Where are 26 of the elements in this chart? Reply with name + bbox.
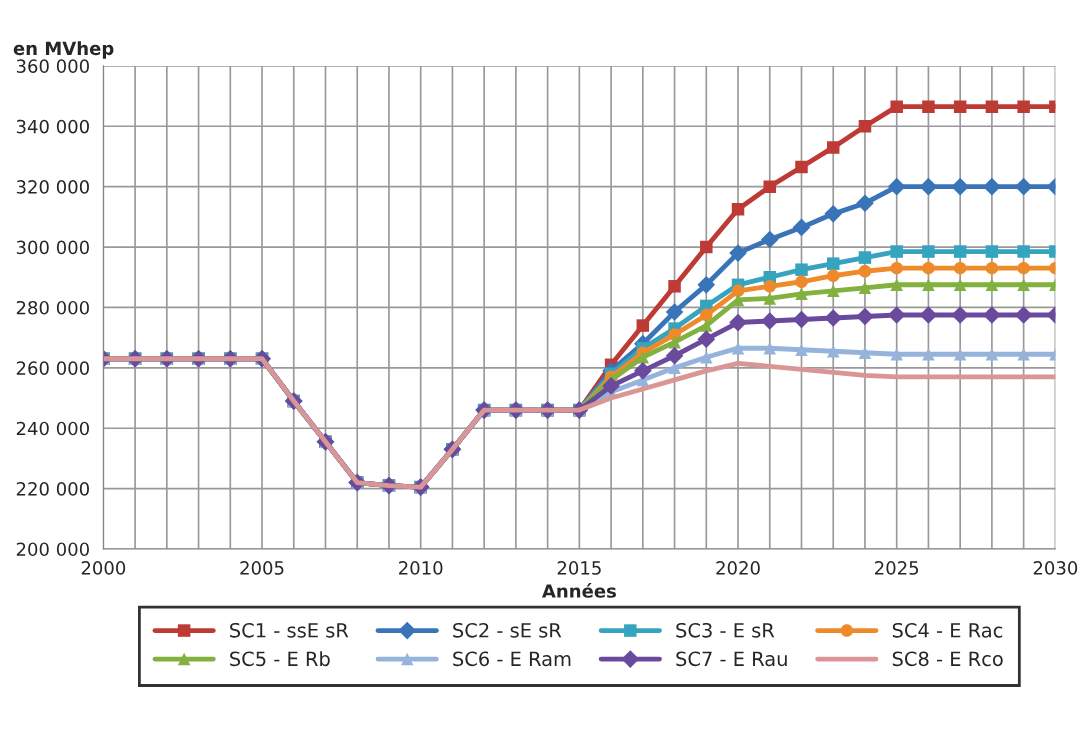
x-tick-label: 2015 xyxy=(557,561,601,575)
y-tick-label: 220 000 xyxy=(16,482,89,496)
legend-label: SC8 - E Rco xyxy=(892,651,1003,667)
x-tick-label: 2010 xyxy=(399,561,443,575)
y-tick-label: 340 000 xyxy=(16,119,89,134)
y-tick-label: 200 000 xyxy=(16,542,89,557)
legend-label: SC6 - E Ram xyxy=(453,651,571,667)
x-tick-label: 2030 xyxy=(1033,561,1078,575)
legend-label: SC2 - sE sR xyxy=(453,622,562,638)
legend-label: SC4 - E Rac xyxy=(892,622,1003,638)
y-tick-label: 260 000 xyxy=(16,361,89,375)
legend-label: SC5 - E Rb xyxy=(230,651,330,667)
y-tick-label: 300 000 xyxy=(16,240,89,255)
x-axis-title: Années xyxy=(541,583,616,598)
y-tick-label: 320 000 xyxy=(16,180,89,194)
y-tick-label: 280 000 xyxy=(16,300,89,315)
x-tick-label: 2005 xyxy=(240,561,284,575)
legend-label: SC3 - E sR xyxy=(676,622,775,638)
x-tick-label: 2020 xyxy=(716,561,760,575)
x-tick-label: 2000 xyxy=(81,561,126,575)
y-tick-label: 360 000 xyxy=(16,59,89,73)
legend-label: SC7 - E Rau xyxy=(676,651,787,667)
y-axis-title: en MVhep xyxy=(13,41,114,59)
x-tick-label: 2025 xyxy=(875,561,919,575)
y-tick-label: 240 000 xyxy=(16,421,89,436)
legend-label: SC1 - ssE sR xyxy=(230,622,349,638)
